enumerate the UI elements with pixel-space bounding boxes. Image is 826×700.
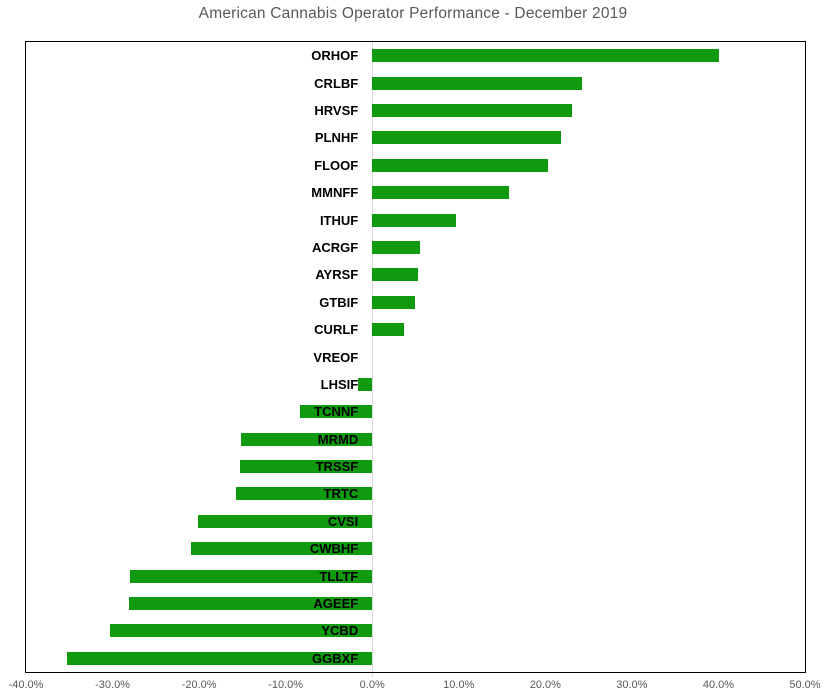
x-tick-label: -10.0% xyxy=(268,679,304,691)
category-label-trtc: TRTC xyxy=(323,486,359,502)
category-label-orhof: ORHOF xyxy=(311,48,359,64)
category-label-lhsif: LHSIF xyxy=(320,376,359,392)
category-label-crlbf: CRLBF xyxy=(314,75,359,91)
chart-title: American Cannabis Operator Performance -… xyxy=(198,5,628,22)
category-label-ayrsf: AYRSF xyxy=(315,267,359,283)
zero-axis-line xyxy=(371,42,373,677)
bar-curlf xyxy=(372,323,405,337)
bar-cvsi xyxy=(198,514,373,528)
category-label-curlf: CURLF xyxy=(314,322,359,338)
bar-tlltf xyxy=(129,569,373,583)
bar-acrgf xyxy=(372,240,420,254)
category-label-vreof: VREOF xyxy=(313,349,359,365)
category-label-ageef: AGEEF xyxy=(313,596,359,612)
category-label-hrvsf: HRVSF xyxy=(314,102,359,118)
bar-mmnff xyxy=(372,186,509,200)
category-label-tcnnf: TCNNF xyxy=(314,404,359,420)
category-label-mrmd: MRMD xyxy=(317,431,359,447)
x-tick-label: 50.0% xyxy=(789,679,821,691)
bar-ageef xyxy=(129,597,373,611)
bar-mrmd xyxy=(240,432,373,446)
category-label-ycbd: YCBD xyxy=(321,623,359,639)
category-label-tlltf: TLLTF xyxy=(319,568,359,584)
bar-crlbf xyxy=(372,76,582,90)
bar-gtbif xyxy=(372,295,415,309)
bar-trtc xyxy=(236,487,373,501)
category-label-cvsi: CVSI xyxy=(327,513,359,529)
x-tick-label: -40.0% xyxy=(8,679,44,691)
category-label-trssf: TRSSF xyxy=(315,459,359,475)
bar-hrvsf xyxy=(372,103,573,117)
category-label-mmnff: MMNFF xyxy=(311,185,359,201)
x-tick-label: 30.0% xyxy=(616,679,648,691)
bar-trssf xyxy=(239,460,373,474)
category-label-gtbif: GTBIF xyxy=(319,294,359,310)
x-tick-label: 10.0% xyxy=(443,679,475,691)
category-label-floof: FLOOF xyxy=(314,157,359,173)
x-tick-label: 0.0% xyxy=(359,679,385,691)
category-label-ggbxf: GGBXF xyxy=(311,650,359,666)
category-label-cwbhf: CWBHF xyxy=(309,541,359,557)
x-tick-label: 20.0% xyxy=(529,679,561,691)
x-tick-label: -30.0% xyxy=(95,679,130,691)
bar-ycbd xyxy=(109,624,373,638)
bar-floof xyxy=(372,158,548,172)
category-label-acrgf: ACRGF xyxy=(312,239,359,255)
bar-ggbxf xyxy=(66,651,373,665)
category-label-plnhf: PLNHF xyxy=(314,130,359,146)
bar-plnhf xyxy=(372,131,561,145)
bar-orhof xyxy=(372,49,720,63)
bar-tcnnf xyxy=(299,405,373,419)
bar-cwbhf xyxy=(191,542,373,556)
bar-ithuf xyxy=(372,213,457,227)
bar-ayrsf xyxy=(372,268,419,282)
bar-lhsif xyxy=(358,377,373,391)
category-label-ithuf: ITHUF xyxy=(319,212,359,228)
x-tick-label: -20.0% xyxy=(181,679,217,691)
x-tick-label: 40.0% xyxy=(702,679,735,691)
